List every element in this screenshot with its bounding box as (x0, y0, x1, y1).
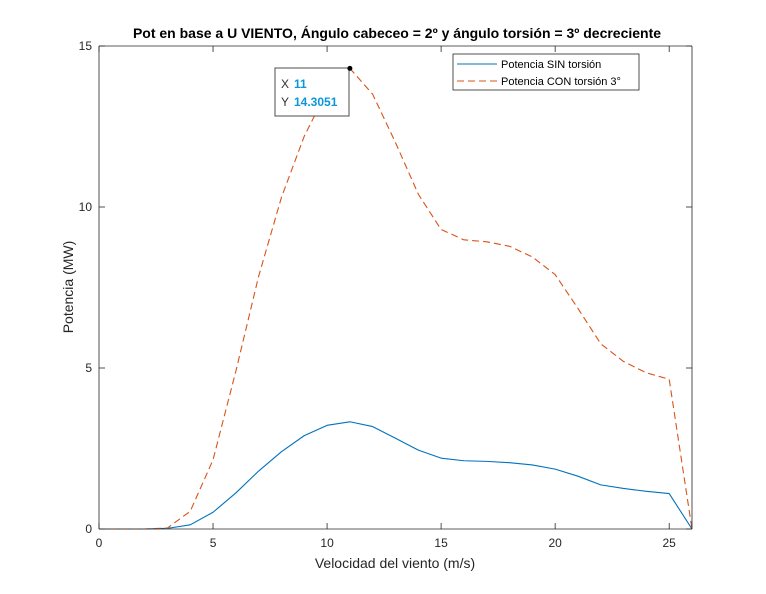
y-tick-label: 0 (85, 522, 92, 536)
datatip-x-value: 11 (294, 77, 307, 91)
y-tick-label: 10 (79, 200, 93, 214)
datatip-marker[interactable] (347, 65, 353, 71)
datatip-x-label: X (281, 77, 289, 91)
chart-title: Pot en base a U VIENTO, Ángulo cabeceo =… (133, 25, 661, 41)
x-tick-label: 10 (320, 536, 334, 550)
datatip-y-value: 14.3051 (294, 95, 338, 109)
series-line-sin-torsion (99, 421, 693, 530)
axes-frame (98, 45, 693, 530)
ticks-layer: 0 5 10 15 20 25 0 5 10 15 (79, 39, 692, 550)
y-axis-label: Potencia (MW) (60, 241, 76, 334)
plot-area: 0 5 10 15 20 25 0 5 10 15 (79, 39, 693, 550)
x-axis-label: Velocidad del viento (m/s) (315, 555, 475, 571)
y-tick-label: 15 (79, 39, 93, 53)
x-tick-label: 0 (96, 536, 103, 550)
legend-label-con-torsion: Potencia CON torsión 3° (501, 76, 621, 88)
series-line-con-torsion (99, 67, 693, 530)
legend[interactable]: Potencia SIN torsión Potencia CON torsió… (452, 53, 640, 91)
y-tick-label: 5 (85, 361, 92, 375)
x-tick-label: 25 (663, 536, 677, 550)
x-tick-label: 5 (210, 536, 217, 550)
axes-background (99, 46, 692, 529)
legend-label-sin-torsion: Potencia SIN torsión (501, 59, 601, 71)
x-tick-label: 20 (548, 536, 562, 550)
datatip-box (274, 67, 350, 117)
datatip[interactable]: X 11 Y 14.3051 (274, 65, 353, 117)
legend-box (452, 53, 640, 91)
series-layer (99, 67, 693, 530)
x-tick-label: 15 (434, 536, 448, 550)
datatip-y-label: Y (281, 95, 289, 109)
